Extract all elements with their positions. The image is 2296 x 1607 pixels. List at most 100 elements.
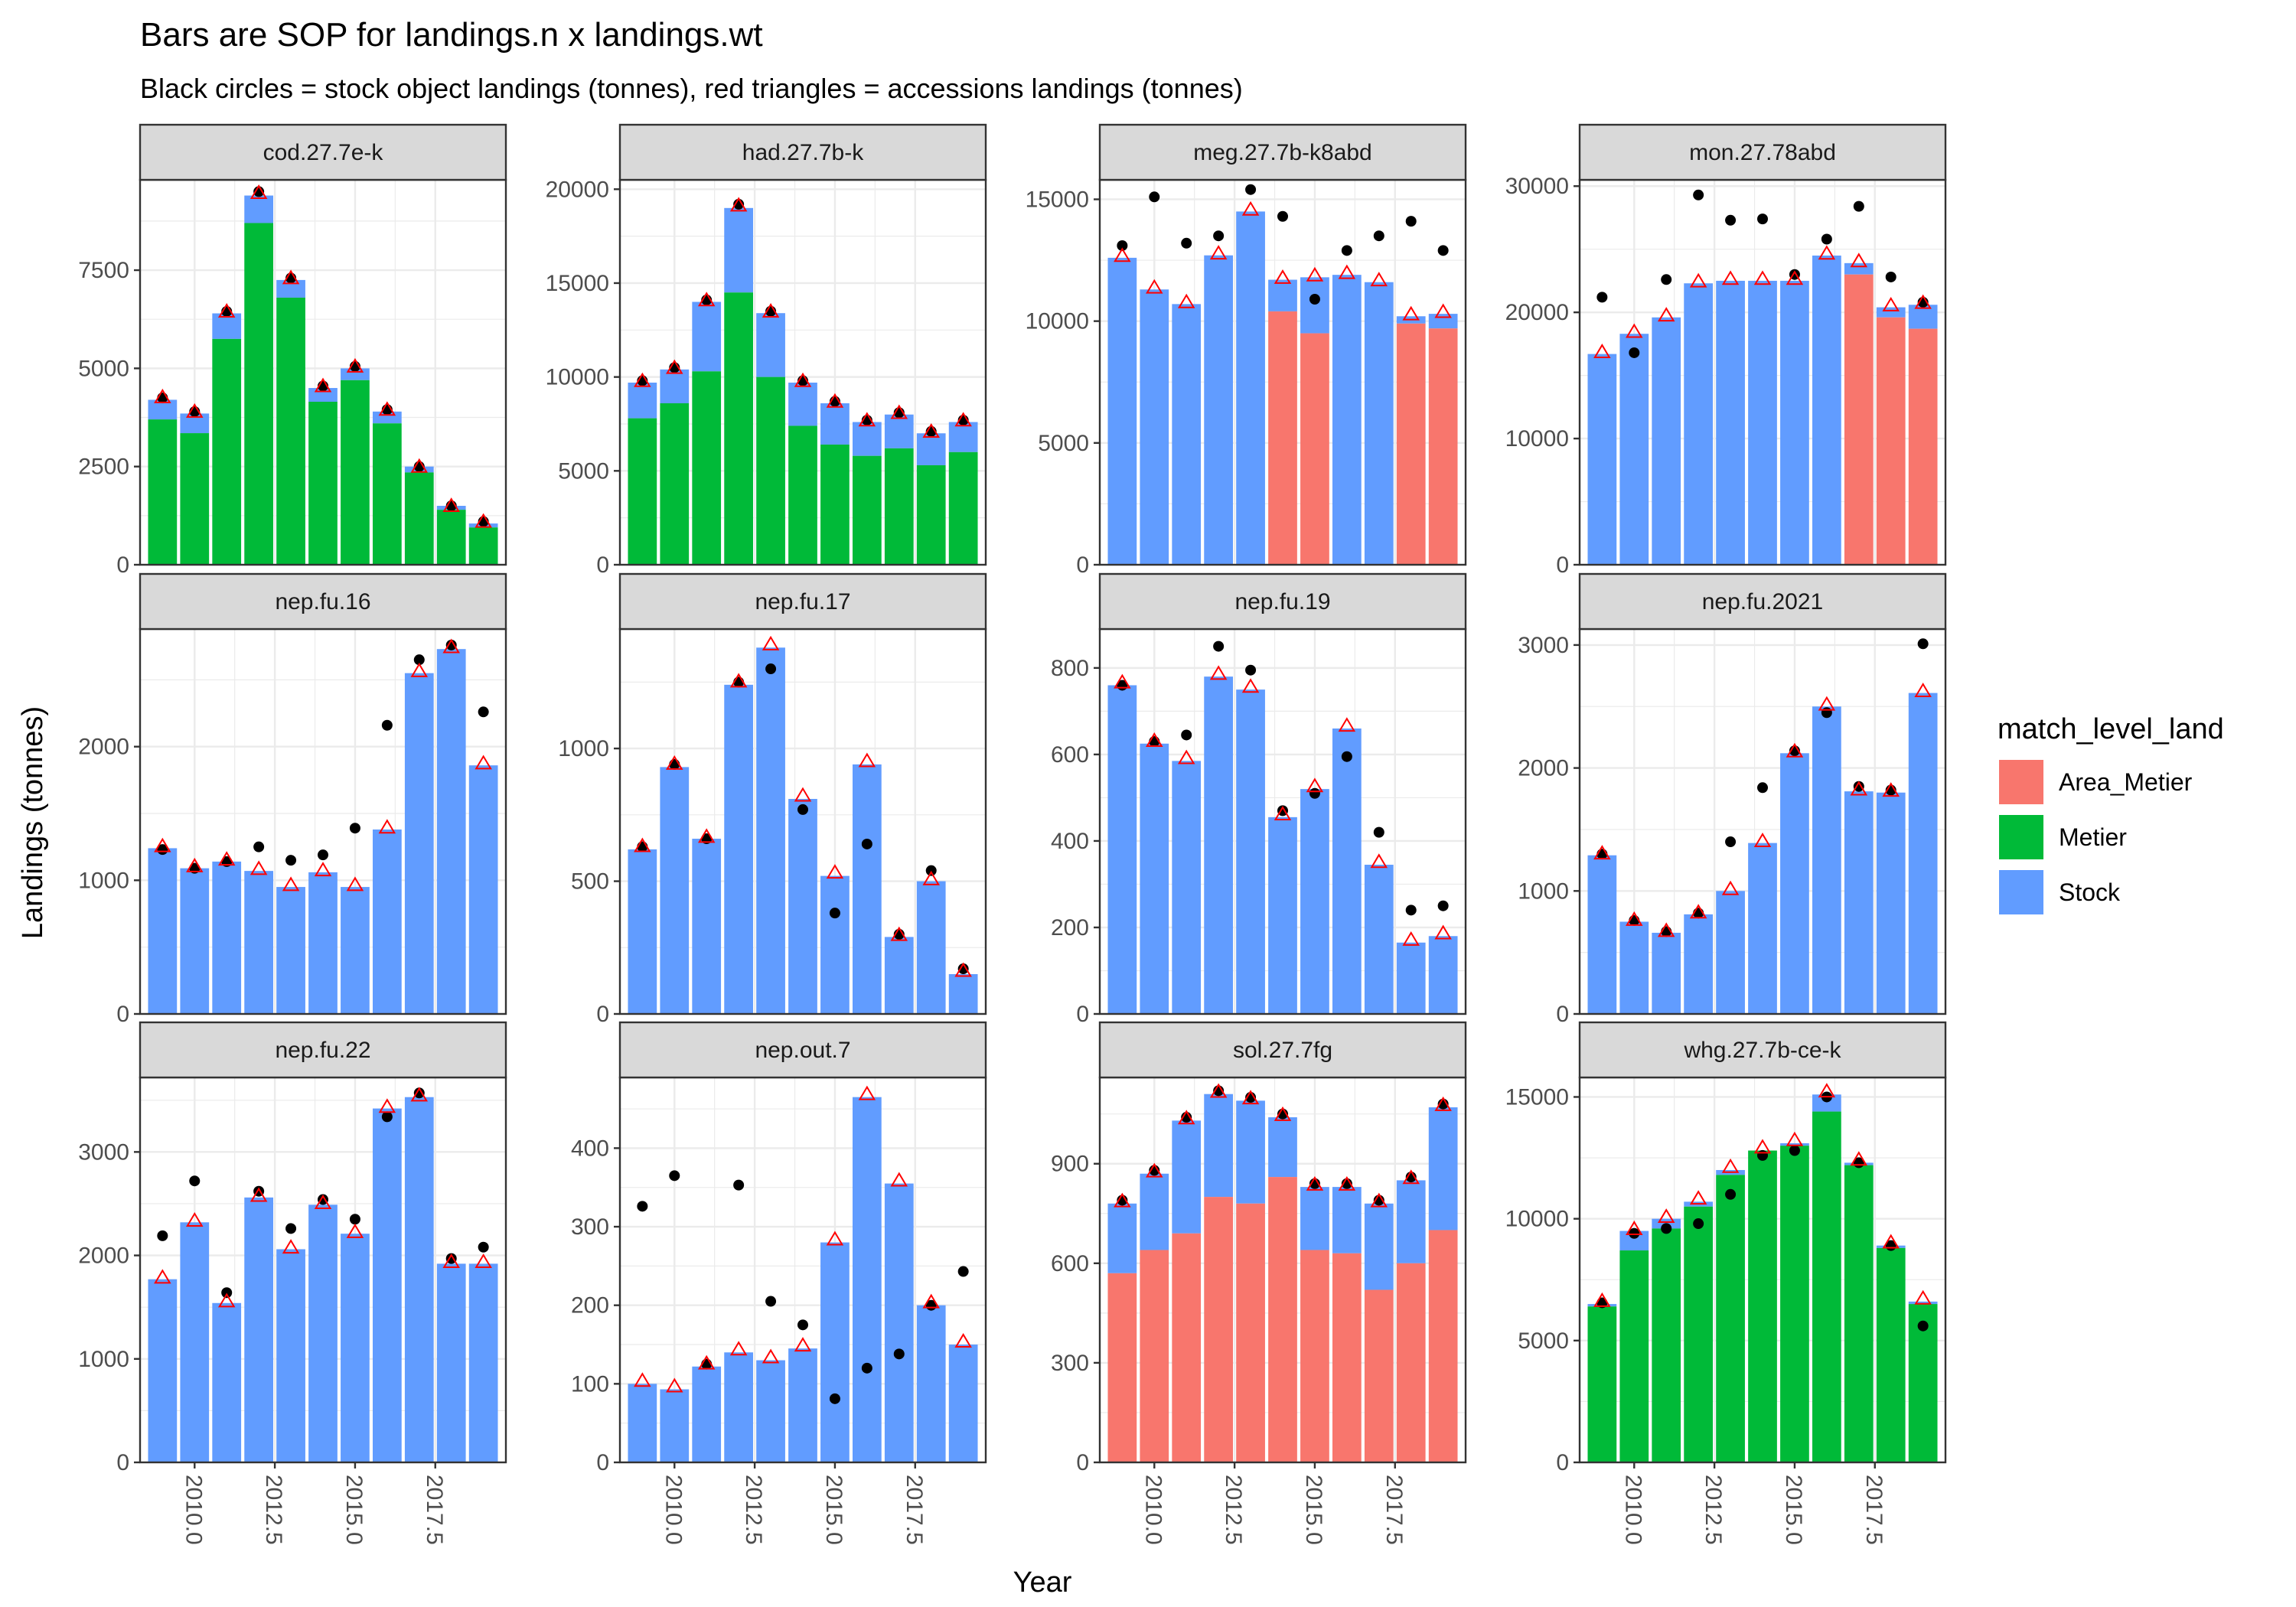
y-tick-label: 1000 (558, 736, 609, 761)
accessions-landings-point (1689, 904, 1707, 919)
stock-landings-point (829, 908, 840, 919)
bar-stock (724, 684, 754, 1014)
accessions-landings-point (762, 303, 780, 318)
bar-metier (1876, 1247, 1906, 1462)
accessions-landings-point (1882, 296, 1900, 311)
accessions-landings-point (1721, 270, 1740, 285)
accessions-landings-point (1882, 1234, 1900, 1249)
bar-stock (212, 1302, 242, 1462)
x-tick-label: 2017.5 (422, 1475, 447, 1545)
bar-metier (436, 510, 466, 565)
stock-landings-point (318, 849, 328, 861)
bar-metier (180, 433, 210, 565)
y-tick-label: 15000 (1026, 187, 1089, 212)
accessions-landings-point (1209, 245, 1228, 260)
accessions-landings-point (1818, 1083, 1836, 1098)
facet-strip-label: nep.fu.22 (275, 1038, 370, 1063)
facet-strip (1578, 572, 1947, 631)
stock-landings-point (1821, 707, 1832, 719)
accessions-landings-point (1818, 696, 1836, 711)
stock-landings-point (637, 1201, 648, 1212)
stock-landings-point (765, 663, 777, 675)
accessions-landings-point (282, 1239, 300, 1254)
bar-stock (788, 799, 817, 1014)
y-tick-label: 10000 (546, 365, 609, 390)
y-tick-label: 0 (596, 1002, 609, 1027)
y-tick-label: 5000 (78, 356, 129, 381)
y-tick-label: 400 (1051, 829, 1089, 854)
stock-landings-point (925, 865, 937, 876)
stock-landings-point (1437, 900, 1449, 911)
accessions-landings-point (697, 1354, 716, 1370)
accessions-landings-point (1434, 1096, 1452, 1111)
legend-label: Area_Metier (2059, 768, 2193, 796)
bar-stock (1268, 1117, 1297, 1178)
bar-stock (756, 647, 785, 1014)
accessions-landings-point (1241, 1090, 1260, 1105)
bar-stock (660, 369, 690, 403)
bar-metier (884, 448, 914, 565)
bar-stock (1364, 865, 1394, 1014)
bar-metier (1684, 1206, 1714, 1462)
accessions-landings-point (1177, 749, 1195, 764)
stock-landings-point (1373, 230, 1384, 242)
y-tick-label: 0 (116, 1002, 129, 1027)
facet-panel: sol.27.7fg 0 300 600 900 2010.0 2012.5 2015.0 20… (1051, 1021, 1467, 1545)
accessions-landings-point (154, 388, 171, 403)
x-tick-label: 2017.5 (902, 1475, 927, 1545)
stock-landings-point (1917, 1320, 1929, 1332)
facet-strip (618, 1021, 987, 1079)
accessions-landings-point (249, 184, 268, 199)
stock-landings-point (413, 654, 425, 666)
stock-landings-point (157, 1230, 168, 1241)
accessions-landings-point (1721, 880, 1740, 895)
bar-stock (1172, 761, 1202, 1014)
bar-stock (1780, 753, 1809, 1014)
x-tick-label: 2015.0 (341, 1475, 367, 1545)
accessions-landings-point (1914, 294, 1932, 309)
y-axis-title: Landings (tonnes) (17, 706, 49, 939)
accessions-landings-point (186, 1211, 204, 1227)
accessions-landings-point (1914, 682, 1932, 697)
accessions-landings-point (1146, 279, 1163, 294)
bar-stock (1300, 789, 1329, 1014)
stock-landings-point (445, 639, 457, 650)
bar-metier (852, 455, 882, 565)
bar-stock (1748, 280, 1777, 565)
stock-landings-point (413, 1087, 425, 1099)
bar-metier (244, 223, 274, 565)
accessions-landings-point (1370, 272, 1388, 287)
accessions-landings-point (697, 828, 716, 843)
legend-key-metier (1999, 815, 2043, 859)
accessions-landings-point (1753, 270, 1772, 285)
accessions-landings-point (249, 860, 268, 875)
facet-strip (1098, 123, 1467, 181)
bar-stock (692, 1366, 722, 1462)
bar-metier (756, 376, 785, 565)
stock-landings-point (1757, 1149, 1768, 1161)
bar-stock (1428, 314, 1458, 329)
bar-stock (1300, 277, 1329, 334)
accessions-landings-point (314, 1195, 332, 1209)
bar-metier (212, 338, 242, 565)
bar-stock (884, 937, 914, 1014)
stock-landings-point (1309, 293, 1320, 305)
bar-stock (948, 422, 978, 452)
bar-area-metier (1428, 328, 1458, 565)
accessions-landings-point (217, 1292, 236, 1308)
accessions-landings-point (954, 962, 972, 977)
y-tick-label: 300 (1051, 1351, 1089, 1376)
y-tick-label: 10000 (1026, 309, 1089, 334)
bar-stock (1428, 1107, 1458, 1231)
accessions-landings-point (1370, 853, 1388, 869)
legend-key-area-metier (1999, 760, 2043, 804)
accessions-landings-point (1146, 1162, 1163, 1178)
accessions-landings-point (475, 755, 492, 770)
bar-area-metier (1236, 1203, 1265, 1462)
accessions-landings-point (1274, 806, 1292, 821)
accessions-landings-point (666, 1377, 683, 1393)
facet-panel: nep.fu.19 0 200 400 600 800 (1051, 572, 1467, 1027)
y-tick-label: 0 (596, 553, 609, 578)
accessions-landings-point (1657, 922, 1675, 937)
bar-stock (244, 1197, 274, 1462)
